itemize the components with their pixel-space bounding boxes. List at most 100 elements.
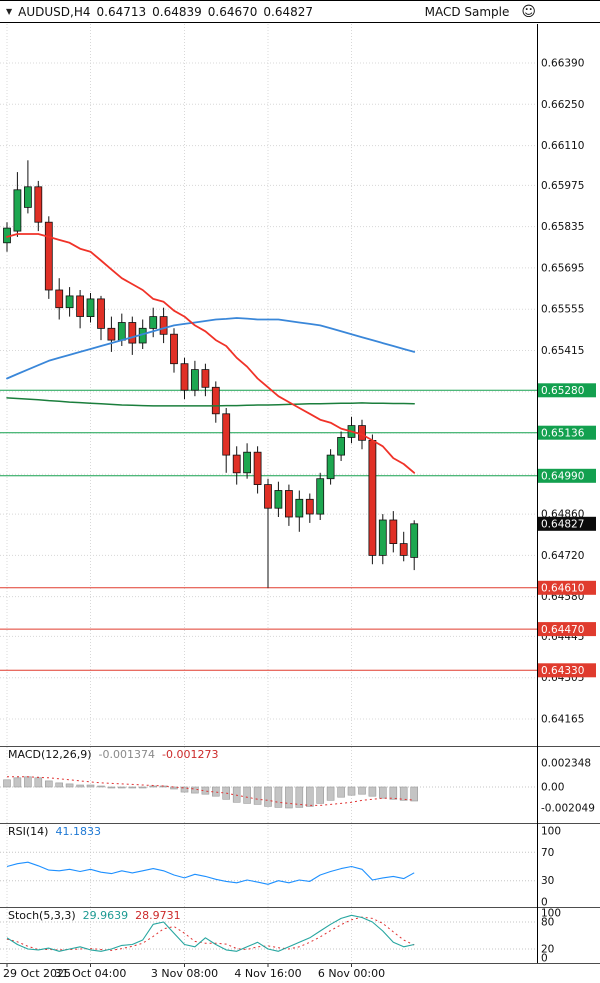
rsi-axis-label: 30 bbox=[541, 875, 554, 887]
macd-histogram-bar bbox=[107, 786, 116, 789]
bear-candle-body bbox=[128, 322, 137, 344]
bull-candle-body bbox=[326, 454, 335, 480]
macd-signal-value: -0.001273 bbox=[162, 748, 219, 761]
price-level-badge bbox=[538, 468, 596, 483]
price-axis-label: 0.66250 bbox=[541, 99, 584, 111]
macd-histogram-bar bbox=[65, 783, 74, 788]
macd-histogram-bar bbox=[118, 786, 126, 789]
bear-candle-body bbox=[44, 221, 53, 291]
current-price-badge bbox=[538, 516, 596, 531]
stoch-name: Stoch(5,3,3) bbox=[8, 909, 76, 922]
price-level-badge-label: 0.64990 bbox=[541, 471, 584, 483]
bear-candle-body bbox=[107, 327, 116, 341]
bear-candle-body bbox=[97, 298, 105, 329]
bear-candle-body bbox=[222, 413, 231, 456]
rsi-axis-label: 100 bbox=[541, 826, 561, 838]
expert-smiley-icon[interactable]: ☺ bbox=[521, 3, 536, 20]
macd-histogram-bar bbox=[170, 786, 178, 790]
bull-candle-body bbox=[65, 295, 74, 309]
price-axis-label: 0.66110 bbox=[541, 140, 584, 152]
price-level-badge-label: 0.64470 bbox=[541, 624, 584, 636]
bear-candle-body bbox=[180, 363, 189, 391]
stoch-signal-value: 28.9731 bbox=[135, 909, 181, 922]
slow-ma-line bbox=[6, 397, 415, 407]
price-axis-label: 0.64165 bbox=[541, 714, 584, 726]
macd-histogram-bar bbox=[337, 786, 345, 798]
bull-candle-body bbox=[378, 519, 387, 556]
macd-histogram-bar bbox=[232, 786, 241, 803]
bull-candle-body bbox=[190, 369, 199, 391]
bull-candle-body bbox=[295, 498, 304, 518]
macd-histogram-bar bbox=[34, 777, 43, 788]
macd-histogram-bar bbox=[347, 786, 356, 796]
bear-candle-body bbox=[76, 295, 84, 317]
macd-main-value: -0.001374 bbox=[98, 748, 156, 761]
price-level-badge-label: 0.64610 bbox=[541, 583, 584, 595]
stoch-k-line bbox=[6, 914, 415, 952]
price-level-badge-label: 0.65280 bbox=[541, 385, 584, 397]
rsi-line bbox=[6, 861, 415, 885]
rsi-name: RSI(14) bbox=[8, 825, 49, 838]
macd-histogram-bar bbox=[86, 784, 95, 788]
bear-candle-body bbox=[55, 289, 64, 309]
price-level-badge bbox=[538, 425, 596, 440]
macd-histogram-bar bbox=[138, 786, 147, 789]
macd-histogram-bar bbox=[285, 786, 293, 809]
rsi-value: 41.1833 bbox=[55, 825, 101, 838]
macd-histogram-bar bbox=[55, 782, 64, 788]
macd-histogram-bar bbox=[378, 786, 387, 799]
bear-candle-body bbox=[201, 369, 210, 388]
bar-close-value: 0.64827 bbox=[263, 4, 314, 19]
macd-axis-label: -0.002049 bbox=[541, 802, 595, 814]
macd-histogram-bar bbox=[305, 786, 314, 807]
macd-histogram-bar bbox=[76, 784, 84, 788]
bar-open-value: 0.64713 bbox=[96, 4, 147, 19]
macd-histogram-bar bbox=[326, 786, 335, 801]
time-axis-label: 31 Oct 04:00 bbox=[55, 967, 127, 980]
time-axis-label: 6 Nov 00:00 bbox=[318, 967, 385, 980]
stoch-d-line bbox=[6, 916, 415, 951]
macd-histogram-bar bbox=[128, 786, 137, 789]
bull-candle-body bbox=[243, 451, 252, 474]
price-level-badge bbox=[538, 663, 596, 678]
macd-histogram-bar bbox=[316, 786, 325, 804]
macd-histogram-bar bbox=[274, 786, 283, 808]
bull-candle-body bbox=[86, 298, 95, 317]
macd-histogram-bar bbox=[410, 786, 419, 802]
symbol-dropdown-icon[interactable]: ▼ bbox=[6, 7, 13, 16]
stoch-axis-label: 0 bbox=[541, 953, 548, 965]
rsi-axis-label: 0 bbox=[541, 897, 548, 909]
price-axis-label: 0.65695 bbox=[541, 262, 584, 274]
macd-histogram-bar bbox=[243, 786, 251, 804]
fast-ma-line bbox=[6, 233, 416, 474]
macd-histogram-bar bbox=[399, 786, 408, 801]
stoch-axis-label: 100 bbox=[541, 908, 561, 920]
bear-candle-body bbox=[232, 454, 241, 474]
bear-candle-body bbox=[170, 333, 178, 365]
macd-histogram-bar bbox=[149, 785, 157, 788]
macd-axis-label: 0.00 bbox=[541, 782, 564, 794]
price-axis-label: 0.65415 bbox=[541, 345, 584, 357]
rsi-indicator-label: RSI(14) 41.1833 bbox=[8, 825, 101, 838]
bull-candle-body bbox=[13, 189, 22, 232]
macd-signal-line bbox=[7, 776, 415, 806]
expert-info: MACD Sample ☺ bbox=[425, 1, 536, 22]
symbol-info: ▼ AUDUSD,H4 0.64713 0.64839 0.64670 0.64… bbox=[6, 5, 313, 19]
bear-candle-body bbox=[399, 543, 408, 556]
price-level-badge bbox=[538, 622, 596, 637]
stoch-axis-label: 20 bbox=[541, 944, 554, 956]
current-price-badge-label: 0.64827 bbox=[541, 519, 584, 531]
bull-candle-body bbox=[149, 316, 158, 329]
price-axis-label: 0.65975 bbox=[541, 180, 584, 192]
bear-candle-body bbox=[34, 186, 43, 223]
macd-histogram-bar bbox=[44, 780, 53, 788]
bull-candle-body bbox=[117, 322, 126, 341]
bear-candle-body bbox=[211, 386, 220, 415]
symbol-title: AUDUSD,H4 bbox=[18, 4, 91, 19]
macd-name: MACD(12,26,9) bbox=[8, 748, 92, 761]
bear-candle-body bbox=[389, 519, 398, 545]
chart-header: ▼ AUDUSD,H4 0.64713 0.64839 0.64670 0.64… bbox=[0, 1, 600, 23]
macd-histogram-bar bbox=[358, 786, 366, 795]
macd-histogram-bar bbox=[3, 779, 11, 788]
